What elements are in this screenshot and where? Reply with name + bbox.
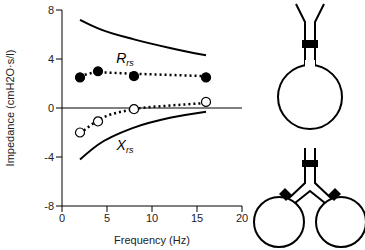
svg-text:4: 4 bbox=[48, 53, 54, 65]
svg-text:5: 5 bbox=[104, 212, 110, 224]
svg-text:-4: -4 bbox=[44, 151, 54, 163]
svg-text:0: 0 bbox=[48, 102, 54, 114]
svg-text:Rrs: Rrs bbox=[116, 50, 134, 68]
svg-text:Frequency (Hz): Frequency (Hz) bbox=[114, 234, 190, 246]
svg-text:Xrs: Xrs bbox=[116, 137, 134, 155]
svg-text:8: 8 bbox=[48, 4, 54, 16]
svg-text:-8: -8 bbox=[44, 200, 54, 212]
svg-text:0: 0 bbox=[59, 212, 65, 224]
svg-text:15: 15 bbox=[191, 212, 203, 224]
svg-text:20: 20 bbox=[236, 212, 248, 224]
svg-text:Impedance (cmH2O·s/l): Impedance (cmH2O·s/l) bbox=[4, 50, 16, 167]
svg-text:10: 10 bbox=[146, 212, 158, 224]
